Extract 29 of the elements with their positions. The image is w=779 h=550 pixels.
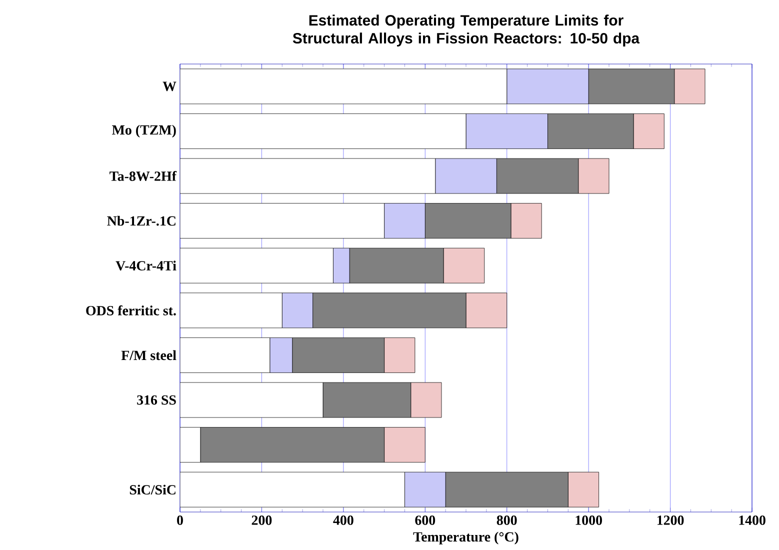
x-tick-label: 0 — [177, 516, 183, 525]
y-tick-label: F/M steel — [121, 350, 176, 360]
y-tick-label: ODS ferritic st. — [86, 305, 176, 316]
y-tick-label: SiC/SiC — [130, 484, 176, 495]
bar — [180, 338, 270, 373]
bar — [180, 68, 508, 104]
x-tick-label: 1200 — [657, 516, 684, 525]
x-tick-label: 800 — [496, 516, 517, 525]
x-tick-label: 1000 — [576, 516, 602, 525]
bar — [180, 472, 405, 508]
x-tick-label: 400 — [333, 516, 354, 525]
bar — [180, 203, 384, 239]
x-tick-label: 1400 — [739, 516, 766, 525]
bar — [180, 248, 334, 284]
bar — [180, 114, 466, 149]
y-tick-label: W — [162, 82, 176, 92]
chart-title: Estimated Operating Temperature Limits for Structural Alloys in Fission Reactors: 10-50 dpa — [292, 14, 640, 46]
y-tick-label: V-4Cr-4Ti — [116, 260, 176, 271]
x-axis-title: Temperature (°C) — [413, 532, 518, 544]
y-tick-label: Nb-1Zr-.1C — [107, 216, 176, 226]
x-tick-label: 600 — [415, 516, 436, 525]
bar — [180, 382, 324, 418]
bar — [180, 292, 282, 328]
y-tick-label: Ta-8W-2Hf — [110, 170, 177, 182]
bar — [180, 427, 201, 463]
y-tick-label: Mo (TZM) — [112, 124, 176, 138]
x-tick-label: 200 — [252, 516, 272, 525]
bar — [180, 158, 436, 194]
y-tick-label: 316 SS — [137, 395, 176, 405]
